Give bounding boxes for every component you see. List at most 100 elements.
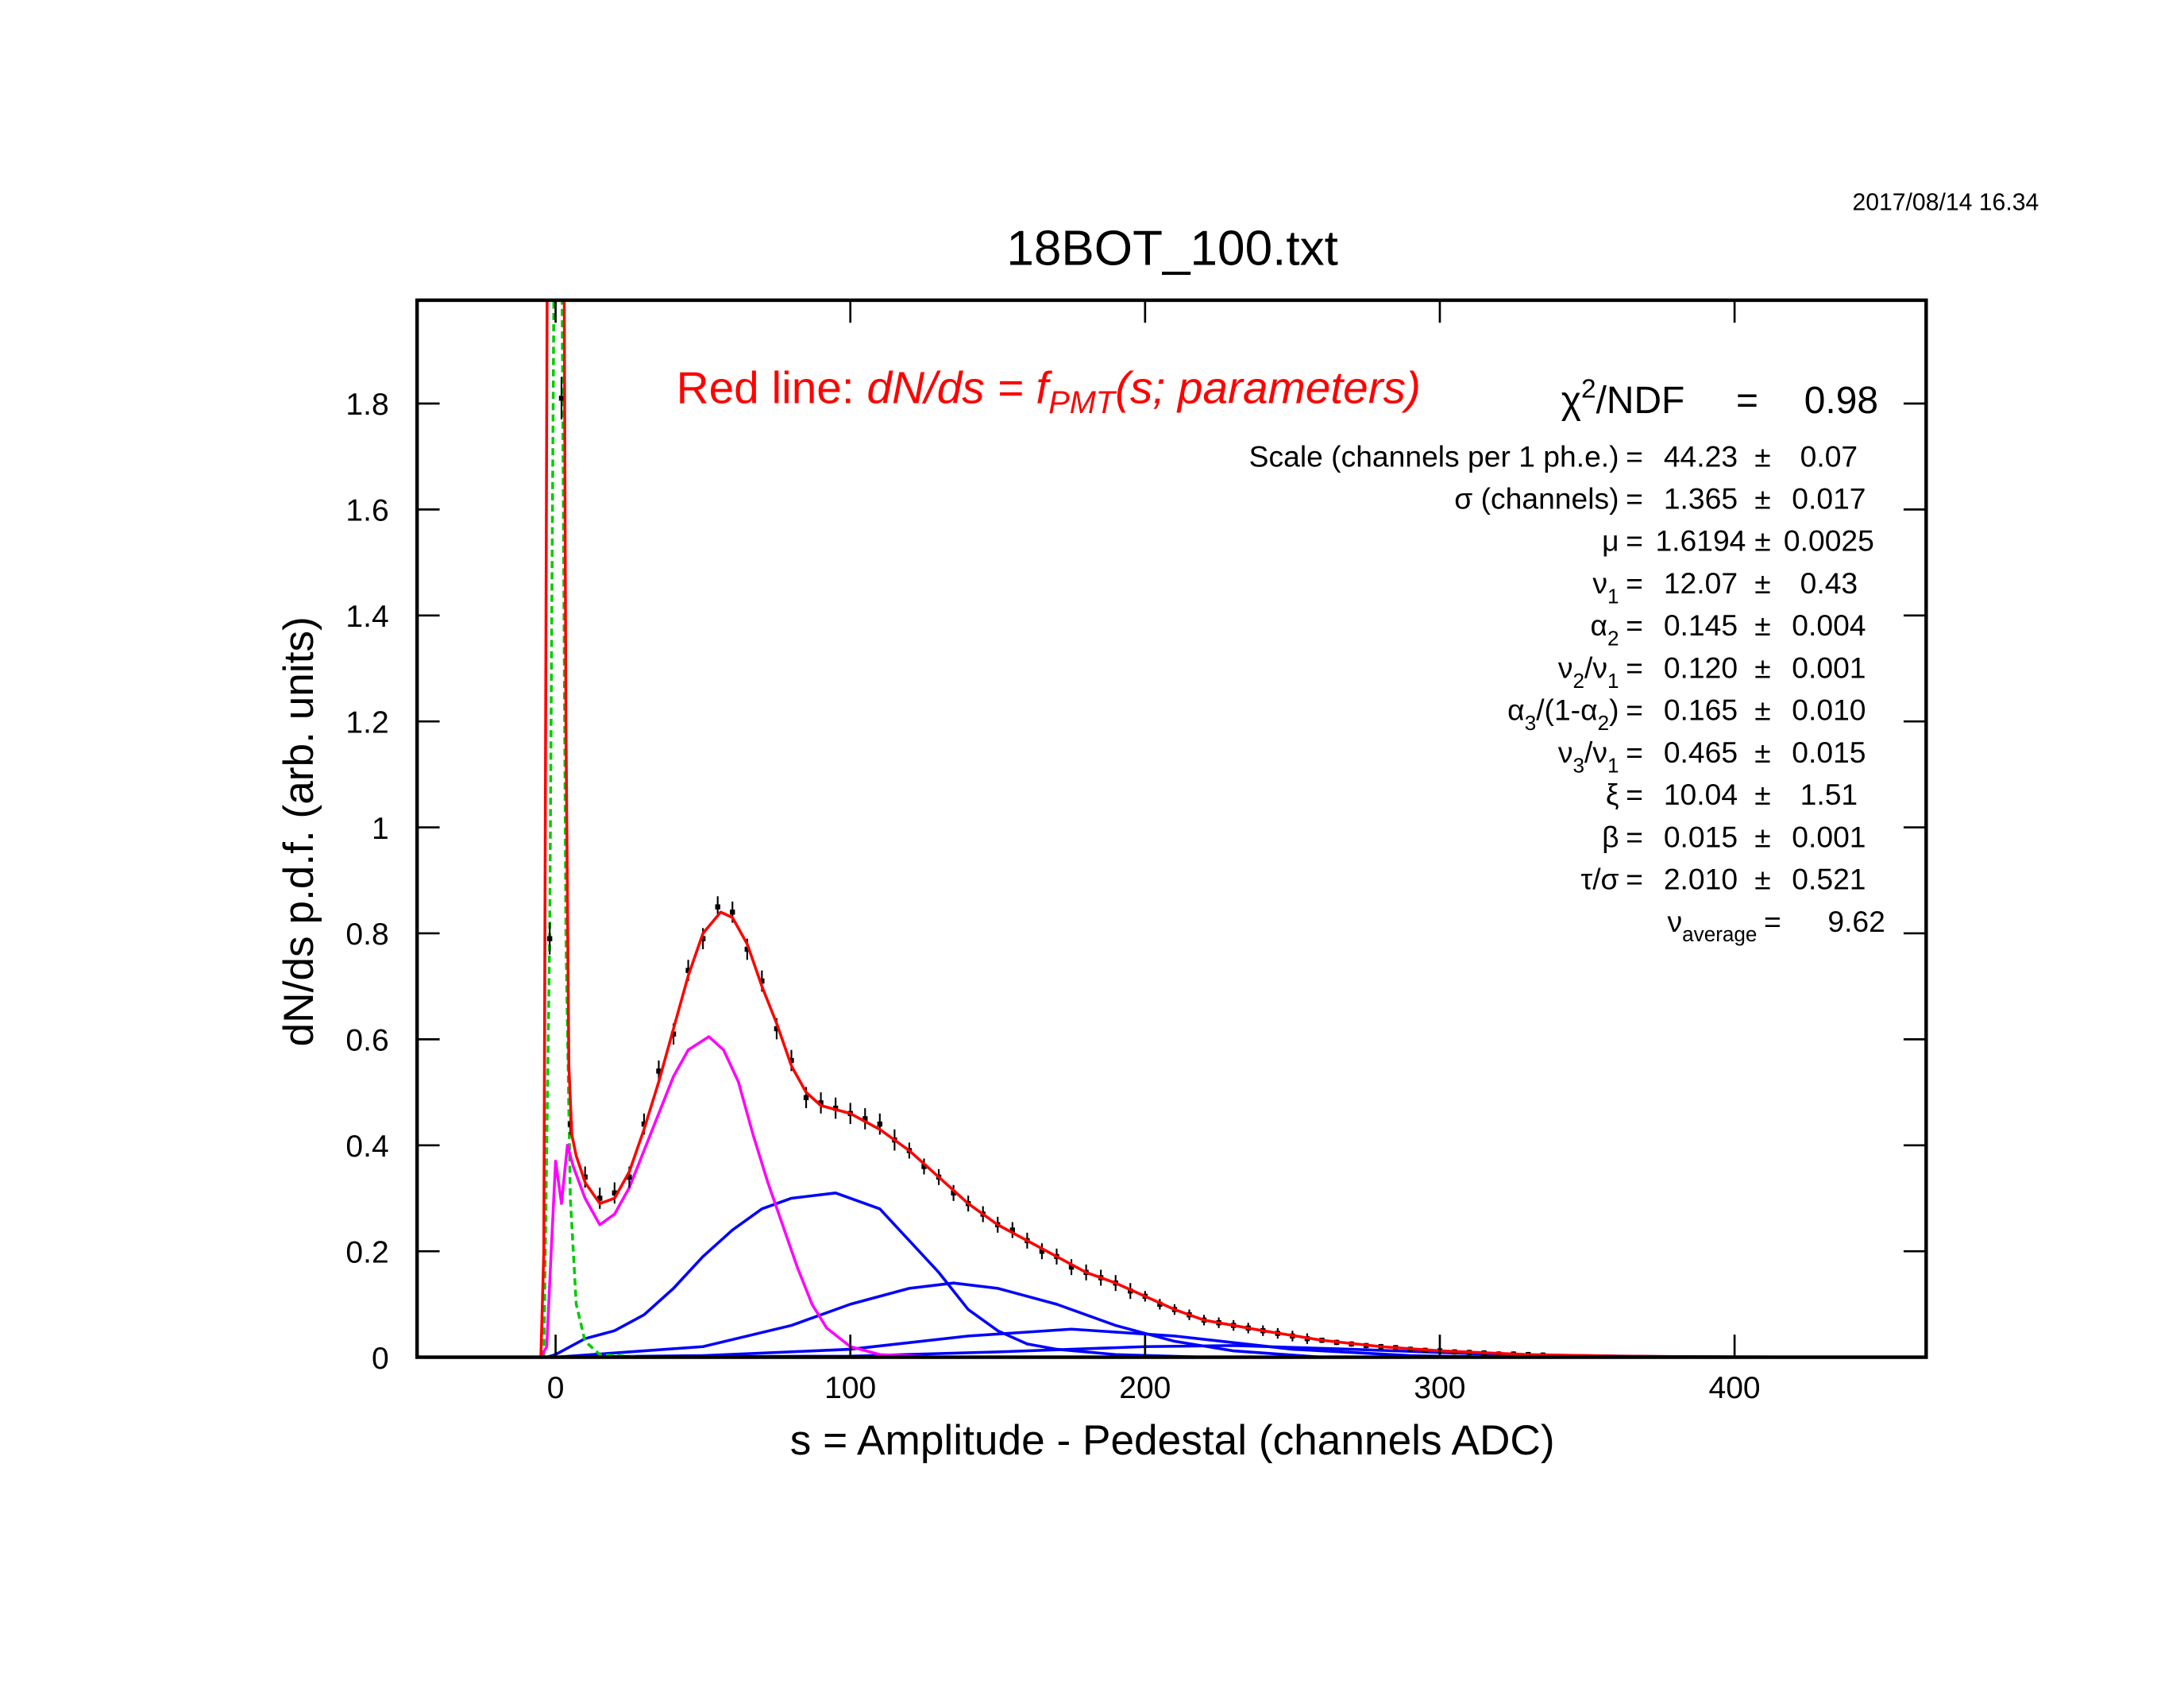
parameter-value: 12.07 — [1664, 566, 1738, 600]
relation: = — [1626, 778, 1643, 811]
relation: = — [1626, 651, 1643, 684]
fit-curve — [539, 301, 1882, 1356]
plot-area — [539, 301, 1882, 1356]
parameter-name-part: 1 — [1607, 753, 1619, 777]
data-point — [700, 936, 706, 941]
plus-minus: ± — [1754, 778, 1770, 811]
chart-title: 18BOT_100.txt — [1006, 222, 1338, 276]
relation: = — [1626, 524, 1643, 558]
parameter-name-part: /ν — [1584, 736, 1607, 769]
parameter-name: α3/(1-α2) — [1507, 693, 1619, 735]
x-tick-label: 0 — [547, 1371, 565, 1405]
y-tick-label: 1 — [372, 812, 389, 846]
parameter-name: ν1 — [1592, 566, 1619, 608]
parameter-value: 10.04 — [1664, 778, 1738, 811]
parameter-value: 0.165 — [1664, 693, 1738, 727]
y-tick-label: 0 — [372, 1342, 389, 1376]
relation: = — [1626, 482, 1643, 516]
annotation-part: PMT — [1048, 385, 1117, 420]
relation: = — [1736, 380, 1758, 422]
plus-minus: ± — [1754, 863, 1770, 896]
plus-minus: ± — [1754, 482, 1770, 516]
relation: = — [1626, 439, 1643, 473]
chi2-label: χ2/NDF — [1561, 374, 1685, 422]
parameter-error: 0.07 — [1800, 439, 1858, 473]
parameter-value: 2.010 — [1664, 863, 1738, 896]
chi2-part: /NDF — [1596, 380, 1685, 422]
data-point — [612, 1190, 618, 1196]
data-point — [597, 1196, 603, 1201]
data-point — [546, 936, 553, 941]
relation: = — [1626, 863, 1643, 896]
plot-frame — [415, 298, 1928, 1359]
data-point — [759, 978, 765, 984]
parameter-name-part: ) — [1609, 693, 1619, 727]
data-point — [951, 1190, 956, 1196]
data-point — [715, 904, 720, 910]
parameter-name-part: ν — [1558, 736, 1573, 769]
parameter-error: 0.001 — [1792, 651, 1866, 684]
y-tick-label: 0.6 — [345, 1024, 388, 1058]
parameter-error: 0.001 — [1792, 820, 1866, 853]
data-point — [641, 1121, 647, 1127]
y-tick-label: 1.8 — [345, 388, 388, 422]
data-point — [582, 1174, 588, 1180]
y-tick-label: 1.4 — [345, 600, 388, 634]
parameter-value: 0.120 — [1664, 651, 1738, 684]
fit-curve — [555, 1327, 1882, 1356]
fit-curve — [555, 1281, 1882, 1356]
data-point — [558, 396, 565, 401]
plus-minus: ± — [1754, 524, 1770, 558]
parameter-error: 1.51 — [1800, 778, 1858, 811]
relation: = — [1626, 820, 1643, 853]
data-point — [803, 1095, 809, 1100]
fit-curve — [539, 1035, 1882, 1356]
parameter-name-part: 3 — [1525, 711, 1537, 735]
data-point — [1068, 1264, 1075, 1270]
relation: = — [1626, 736, 1643, 769]
parameter-value: 0.145 — [1664, 608, 1738, 642]
y-tick-label: 1.2 — [345, 705, 388, 740]
y-tick-label: 1.6 — [345, 494, 388, 528]
parameter-error: 0.0025 — [1784, 524, 1874, 558]
plus-minus: ± — [1754, 736, 1770, 769]
parameter-error: 0.015 — [1792, 736, 1866, 769]
y-tick-label: 0.4 — [345, 1130, 388, 1164]
parameter-error: 0.43 — [1800, 566, 1858, 600]
parameter-name: ν3/ν1 — [1558, 736, 1619, 777]
plus-minus: ± — [1754, 651, 1770, 684]
parameter-name: α2 — [1590, 608, 1619, 650]
data-point — [1039, 1248, 1045, 1254]
plus-minus: ± — [1754, 566, 1770, 600]
parameter-name-part: ν — [1558, 651, 1573, 684]
parameter-name-part: ν — [1592, 566, 1607, 600]
axes: 0 100 200 300 400 0 0.2 0.4 0.6 0.8 1 1.2 1.4 1.6 1.8 — [345, 298, 1928, 1405]
x-tick-label: 200 — [1119, 1371, 1171, 1405]
parameter-error: 0.004 — [1792, 608, 1866, 642]
parameter-name-part: ν — [1668, 905, 1683, 938]
parameter-name-part: α — [1590, 608, 1607, 642]
annotation-part: dN/ds = f — [866, 363, 1052, 413]
parameter-name: Scale (channels per 1 ph.e.) — [1249, 439, 1619, 473]
parameter-value: 0.465 — [1664, 736, 1738, 769]
data-point — [744, 946, 751, 952]
plus-minus: ± — [1754, 693, 1770, 727]
parameter-name-part: 2 — [1607, 627, 1619, 651]
relation: = — [1626, 608, 1643, 642]
parameter-name-part: σ (channels) — [1454, 482, 1619, 516]
parameter-name: β — [1602, 820, 1619, 853]
data-point — [818, 1100, 824, 1106]
parameter-name: νaverage — [1668, 905, 1758, 946]
data-point — [685, 968, 691, 973]
fit-curve — [546, 1192, 1882, 1356]
data-point — [862, 1116, 868, 1122]
parameter-name-part: /(1-α — [1536, 693, 1597, 727]
parameter-name: ξ — [1606, 778, 1619, 811]
data-point — [627, 1174, 632, 1180]
parameter-name-part: 2 — [1573, 669, 1585, 693]
data-point — [670, 1031, 677, 1037]
chi2-part: χ — [1561, 380, 1581, 422]
x-axis-label: s = Amplitude - Pedestal (channels ADC) — [790, 1417, 1555, 1464]
